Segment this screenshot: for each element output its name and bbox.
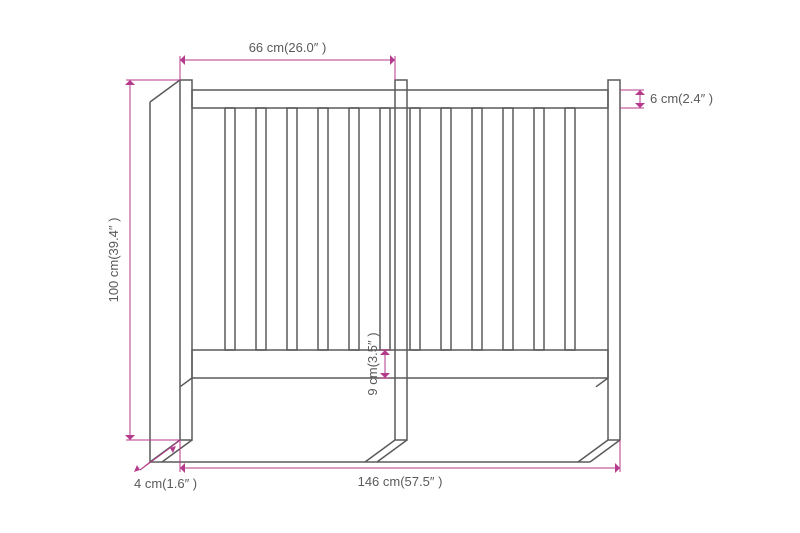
dim-total-height: 100 cm(39.4″ ) — [106, 218, 121, 303]
dim-total-width: 146 cm(57.5″ ) — [358, 474, 443, 489]
dim-top-rail: 6 cm(2.4″ ) — [650, 91, 713, 106]
dim-depth: 4 cm(1.6″ ) — [134, 476, 197, 491]
dim-bottom-rail: 9 cm(3.5″ ) — [365, 332, 380, 395]
dim-top-half-width: 66 cm(26.0″ ) — [249, 40, 327, 55]
